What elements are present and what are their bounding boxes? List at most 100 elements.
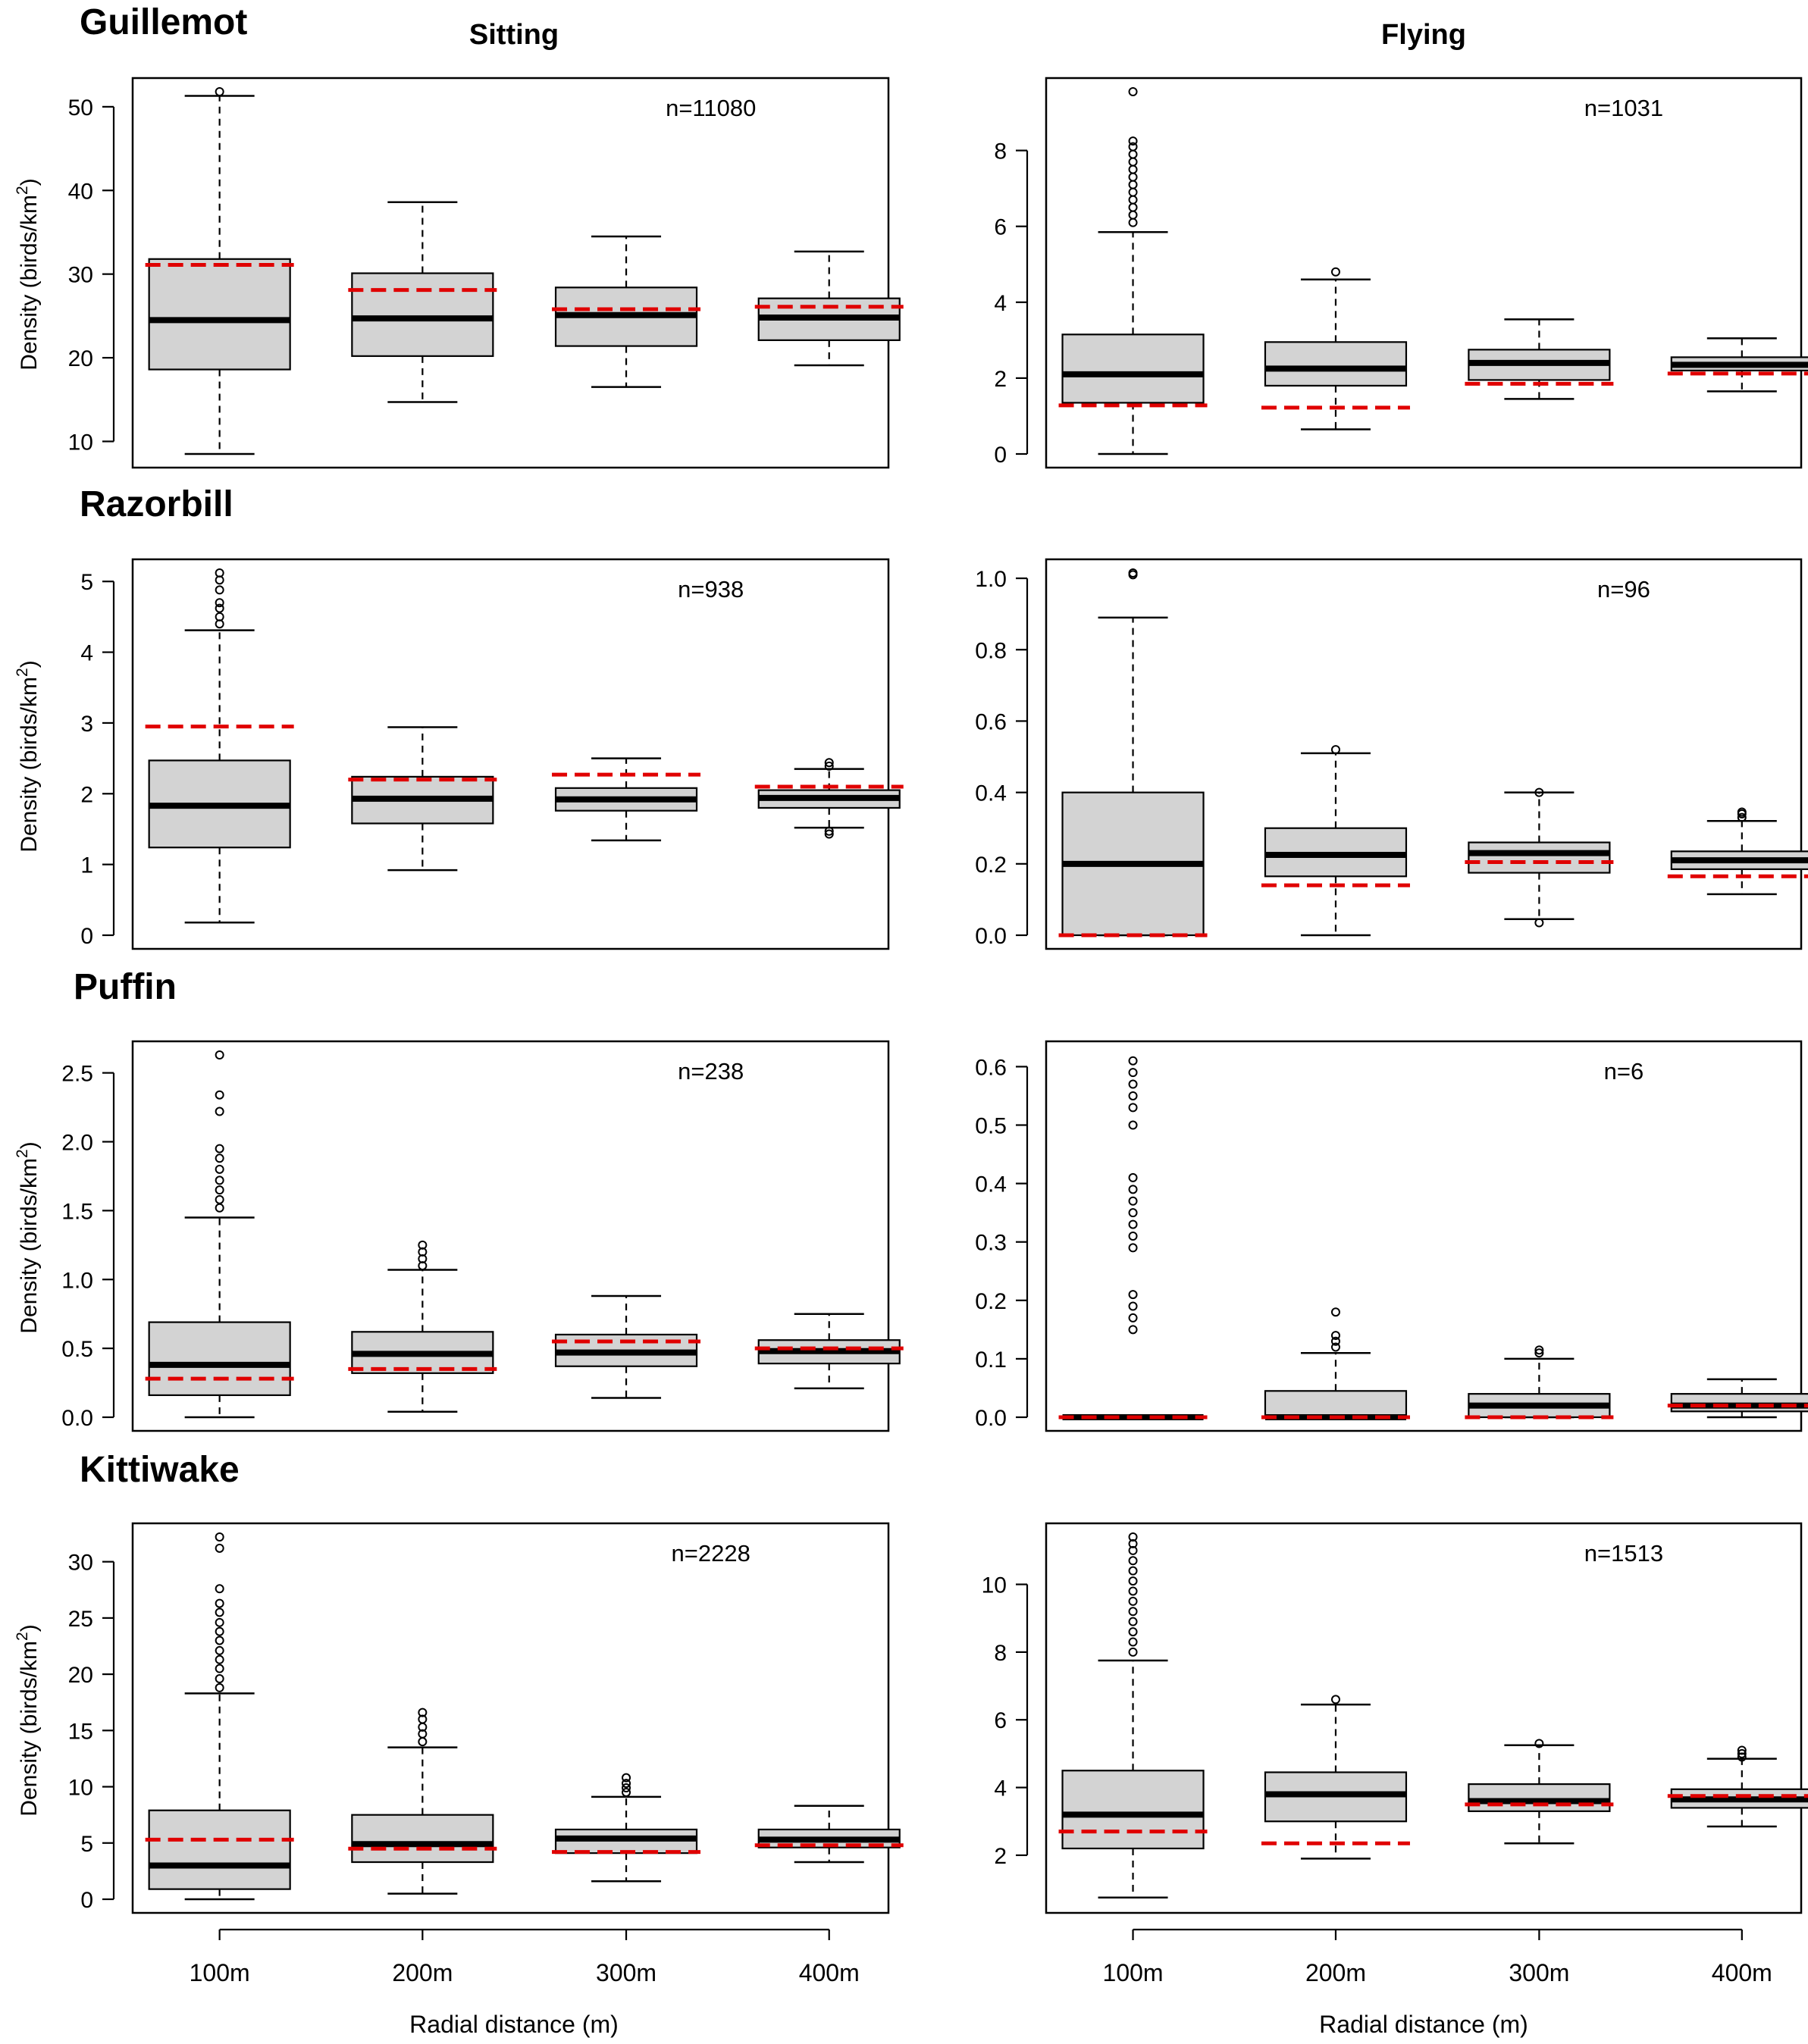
box-300m <box>552 1773 701 1883</box>
y-tick-label: 2 <box>994 367 1007 392</box>
outlier-point <box>1128 1103 1138 1113</box>
outlier-point <box>215 1674 224 1684</box>
iqr-box <box>148 258 291 371</box>
outlier-point <box>824 758 834 768</box>
y-tick-label: 1.0 <box>61 1268 93 1293</box>
box-200m <box>348 1708 497 1895</box>
outlier-point <box>824 826 834 836</box>
column-header-sitting: Sitting <box>469 19 559 51</box>
outlier-point <box>1128 1185 1138 1194</box>
x-tick-label: 300m <box>1509 1959 1569 1986</box>
box-300m <box>552 235 701 388</box>
y-tick-label: 0.0 <box>61 1406 93 1431</box>
outlier-point <box>215 1682 224 1692</box>
outlier-point <box>1128 1219 1138 1229</box>
outlier-point <box>215 1543 224 1553</box>
y-tick-label: 0.5 <box>61 1337 93 1362</box>
outlier-point <box>215 1185 224 1195</box>
x-tick-label: 400m <box>799 1959 860 1986</box>
panel-kittiwake-flying: 2 4 6 8 10 n=1513 100m 200m 300m 400m <box>982 1522 1808 1986</box>
outlier-point <box>215 1626 224 1636</box>
x-tick-label: 300m <box>596 1959 656 1986</box>
box-200m <box>348 1240 497 1413</box>
outlier-point <box>1737 807 1747 817</box>
n-label: n=6 <box>1604 1058 1644 1085</box>
outlier-point <box>1534 1348 1544 1358</box>
outlier-point <box>215 1645 224 1655</box>
outlier-point <box>1128 1056 1138 1066</box>
outlier-point <box>1330 1336 1340 1346</box>
outlier-point <box>1330 1331 1340 1341</box>
species-title-puffin: Puffin <box>74 967 177 1007</box>
y-tick-label: 5 <box>80 1832 93 1857</box>
outlier-point <box>215 1175 224 1185</box>
outlier-point <box>1128 1647 1138 1657</box>
outlier-point <box>1534 1739 1544 1748</box>
plot-frame <box>1045 1040 1803 1432</box>
box-400m <box>754 1313 904 1390</box>
box-100m <box>1058 87 1208 455</box>
outlier-point <box>1737 1752 1747 1762</box>
y-tick-label: 0.4 <box>975 781 1007 806</box>
iqr-box <box>1264 341 1408 387</box>
box-300m <box>552 757 701 842</box>
n-label: n=96 <box>1597 576 1650 603</box>
outlier-point <box>215 598 224 608</box>
outlier-point <box>215 1107 224 1116</box>
y-tick-label: 1.5 <box>61 1199 93 1224</box>
y-tick-label: 6 <box>994 1708 1007 1733</box>
y-tick-label: 0.0 <box>975 924 1007 949</box>
plot-frame <box>131 1522 890 1914</box>
ylabel-kittiwake: Density (birds/km2) <box>14 1624 42 1816</box>
outlier-point <box>1128 1556 1138 1566</box>
y-tick-label: 20 <box>68 346 93 371</box>
panel-puffin-sitting: 0.0 0.5 1.0 1.5 2.0 2.5 n=238 <box>61 1040 904 1432</box>
outlier-point <box>1128 142 1138 152</box>
outlier-point <box>622 1773 631 1783</box>
outlier-point <box>1128 1637 1138 1647</box>
iqr-box <box>1061 333 1205 404</box>
outlier-point <box>215 568 224 578</box>
outlier-point <box>1128 1232 1138 1241</box>
box-400m <box>1667 337 1808 393</box>
outlier-point <box>824 761 834 771</box>
outlier-point <box>1128 1079 1138 1089</box>
outlier-point <box>1128 1290 1138 1300</box>
n-label: n=1031 <box>1584 95 1663 121</box>
plot-frame <box>1045 558 1803 950</box>
plot-frame <box>1045 77 1803 469</box>
n-label: n=11080 <box>666 95 756 121</box>
plot-frame <box>131 77 890 469</box>
y-tick-label: 6 <box>994 215 1007 240</box>
box-400m <box>1667 807 1808 896</box>
outlier-point <box>215 1164 224 1174</box>
y-tick-label: 50 <box>68 95 93 121</box>
y-tick-label: 4 <box>80 641 93 666</box>
y-tick-label: 2.5 <box>61 1062 93 1087</box>
outlier-point <box>622 1779 631 1789</box>
outlier-point <box>1128 180 1138 189</box>
y-tick-label: 8 <box>994 1641 1007 1666</box>
outlier-point <box>1128 1545 1138 1555</box>
outlier-point <box>418 1708 428 1717</box>
xlabel-sitting: Radial distance (m) <box>409 2011 619 2038</box>
outlier-point <box>1128 1208 1138 1218</box>
species-title-kittiwake: Kittiwake <box>80 1450 240 1490</box>
ylabel-razorbill: Density (birds/km2) <box>14 660 42 852</box>
panel-guillemot-flying: 0 2 4 6 8 n=1031 <box>994 77 1808 469</box>
species-title-razorbill: Razorbill <box>80 484 233 524</box>
outlier-point <box>1128 1313 1138 1322</box>
plot-frame <box>131 558 890 950</box>
outlier-point <box>622 1787 631 1797</box>
n-label: n=2228 <box>672 1540 750 1567</box>
y-tick-label: 3 <box>80 712 93 737</box>
outlier-point <box>1737 1748 1747 1758</box>
outlier-point <box>1128 568 1138 578</box>
y-tick-label: 0 <box>994 443 1007 468</box>
ylabel-puffin: Density (birds/km2) <box>14 1141 42 1333</box>
box-400m <box>754 758 904 839</box>
outlier-point <box>215 1617 224 1627</box>
outlier-point <box>215 612 224 621</box>
box-400m <box>1667 1745 1808 1828</box>
